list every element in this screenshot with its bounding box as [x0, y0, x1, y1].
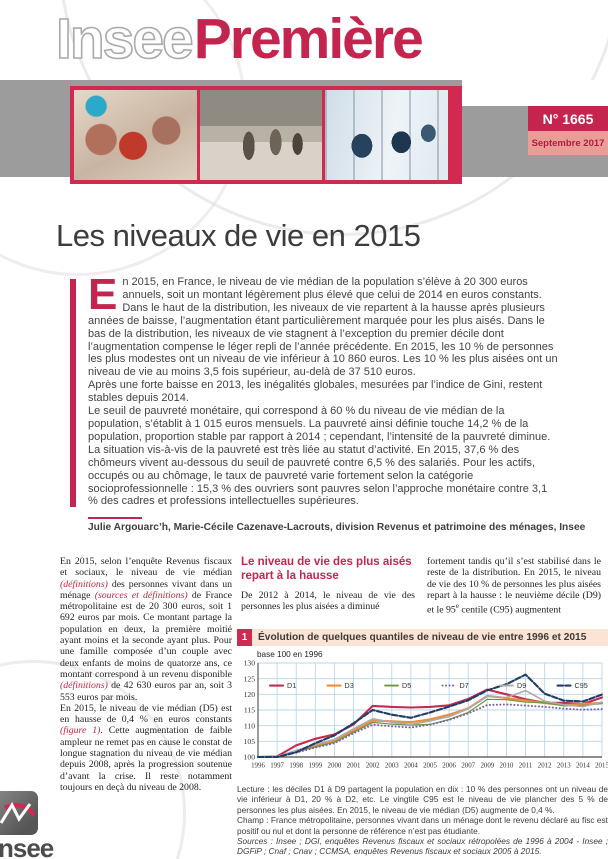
photo-children — [74, 90, 197, 180]
svg-text:105: 105 — [244, 737, 256, 746]
photo-strip — [70, 86, 462, 184]
svg-text:2005: 2005 — [423, 763, 437, 770]
abstract-paragraph-2: Après une forte baisse en 2013, les inég… — [88, 379, 543, 405]
insee-logo-icon — [0, 791, 38, 835]
svg-text:1999: 1999 — [308, 763, 322, 770]
masthead: InseePremière — [55, 6, 424, 84]
issue-number-badge: N° 1665 — [528, 106, 608, 131]
svg-text:2003: 2003 — [385, 763, 399, 770]
authors-line: Julie Argouarc’h, Marie-Cécile Cazenave-… — [88, 522, 586, 533]
figure-number-badge: 1 — [237, 629, 252, 646]
abstract-red-bar — [70, 279, 76, 507]
dropcap: E — [88, 270, 118, 319]
svg-text:100: 100 — [244, 753, 256, 762]
insee-logo: nsee — [0, 791, 54, 859]
figure-title: Évolution de quelques quantiles de nivea… — [252, 629, 608, 646]
author-rule — [88, 517, 142, 519]
figure-notes: Lecture : les déciles D1 à D9 partagent … — [237, 784, 608, 857]
svg-text:C95: C95 — [575, 681, 588, 690]
figure-1: 1 Évolution de quelques quantiles de niv… — [237, 629, 608, 857]
svg-text:2012: 2012 — [538, 763, 552, 770]
note-sources: Sources : Insee ; DGI, enquêtes Revenus … — [237, 836, 608, 857]
issue-date-badge: Septembre 2017 — [528, 131, 608, 155]
svg-text:2015: 2015 — [595, 763, 608, 770]
col1-paragraph-2: En 2015, le niveau de vie médian (D5) es… — [60, 702, 232, 793]
abstract-paragraph-3: Le seuil de pauvreté monétaire, qui corr… — [88, 405, 551, 443]
photo-street — [199, 90, 323, 180]
svg-text:2014: 2014 — [576, 763, 590, 770]
svg-text:D9: D9 — [517, 681, 526, 690]
abstract-text-1: n 2015, en France, le niveau de vie médi… — [88, 276, 558, 379]
body-column-1: En 2015, selon l’enquête Revenus fiscaux… — [60, 556, 232, 793]
note-lecture: Lecture : les déciles D1 à D9 partagent … — [237, 784, 608, 815]
svg-text:2006: 2006 — [442, 763, 456, 770]
insee-logo-glyph — [0, 801, 36, 824]
photo-office — [325, 90, 449, 180]
note-champ: Champ : France métropolitaine, personnes… — [237, 815, 608, 836]
section-heading: Le niveau de vie des plus aisés repart à… — [241, 556, 412, 582]
svg-text:2002: 2002 — [366, 763, 380, 770]
svg-text:D7: D7 — [460, 681, 469, 690]
svg-text:1996: 1996 — [251, 763, 265, 770]
svg-text:2000: 2000 — [328, 763, 342, 770]
abstract-paragraph-4: La situation vis-à-vis de la pauvreté es… — [88, 443, 548, 508]
line-chart: 100 105 110 115 120 125 130 1996 1997 1998 1999 200… — [244, 660, 608, 770]
svg-text:110: 110 — [244, 721, 255, 730]
brand-premiere: Première — [193, 7, 424, 71]
svg-text:D1: D1 — [287, 681, 296, 690]
brand-insee: Insee — [55, 6, 194, 72]
body-column-2: Le niveau de vie des plus aisés repart à… — [241, 556, 415, 613]
svg-text:115: 115 — [244, 706, 255, 715]
col1-paragraph-1: En 2015, selon l’enquête Revenus fiscaux… — [60, 556, 232, 703]
header-band-cut — [462, 80, 608, 106]
svg-text:1998: 1998 — [289, 763, 303, 770]
svg-text:130: 130 — [244, 660, 256, 668]
svg-text:2007: 2007 — [461, 763, 475, 770]
svg-text:2011: 2011 — [519, 763, 533, 770]
body-column-3: fortement tandis qu’il s’est stabilisé d… — [427, 556, 601, 616]
svg-text:2001: 2001 — [347, 763, 361, 770]
insee-logo-text: nsee — [0, 833, 54, 859]
svg-text:125: 125 — [244, 674, 256, 683]
figure-header: 1 Évolution de quelques quantiles de niv… — [237, 629, 608, 646]
svg-text:D3: D3 — [345, 681, 354, 690]
svg-text:2010: 2010 — [500, 763, 514, 770]
svg-text:2009: 2009 — [480, 763, 494, 770]
svg-text:120: 120 — [244, 690, 256, 699]
svg-text:1997: 1997 — [270, 763, 284, 770]
page-title: Les niveaux de vie en 2015 — [56, 218, 421, 253]
svg-text:D5: D5 — [402, 681, 411, 690]
svg-text:2013: 2013 — [557, 763, 571, 770]
svg-text:2004: 2004 — [404, 763, 418, 770]
chart-unit-label: base 100 en 1996 — [257, 650, 323, 659]
col2-paragraph: De 2012 à 2014, le niveau de vie des per… — [241, 590, 415, 613]
col3-paragraph: fortement tandis qu’il s’est stabilisé d… — [427, 556, 601, 616]
